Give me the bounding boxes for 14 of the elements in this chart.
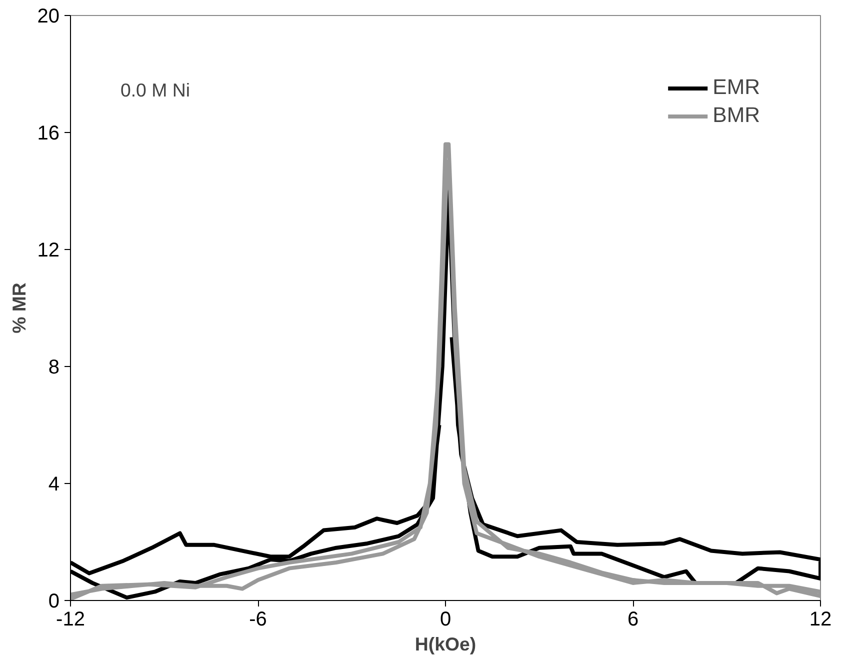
- y-tick-label: 16: [37, 122, 60, 144]
- y-tick-label: 20: [37, 6, 60, 28]
- x-tick-label: -6: [249, 608, 267, 630]
- annotation: 0.0 M Ni: [120, 80, 190, 100]
- y-tick-label: 4: [48, 474, 60, 496]
- x-axis-title: H(kOe): [414, 634, 476, 654]
- y-tick-label: 12: [37, 240, 60, 262]
- x-tick-label: 12: [809, 608, 832, 630]
- x-tick-label: 6: [627, 608, 639, 630]
- y-axis-title: % MR: [8, 282, 30, 334]
- legend-label: EMR: [712, 75, 760, 100]
- legend-label: BMR: [712, 103, 760, 128]
- y-tick-label: 8: [48, 356, 60, 378]
- x-tick-label: 0: [440, 608, 452, 630]
